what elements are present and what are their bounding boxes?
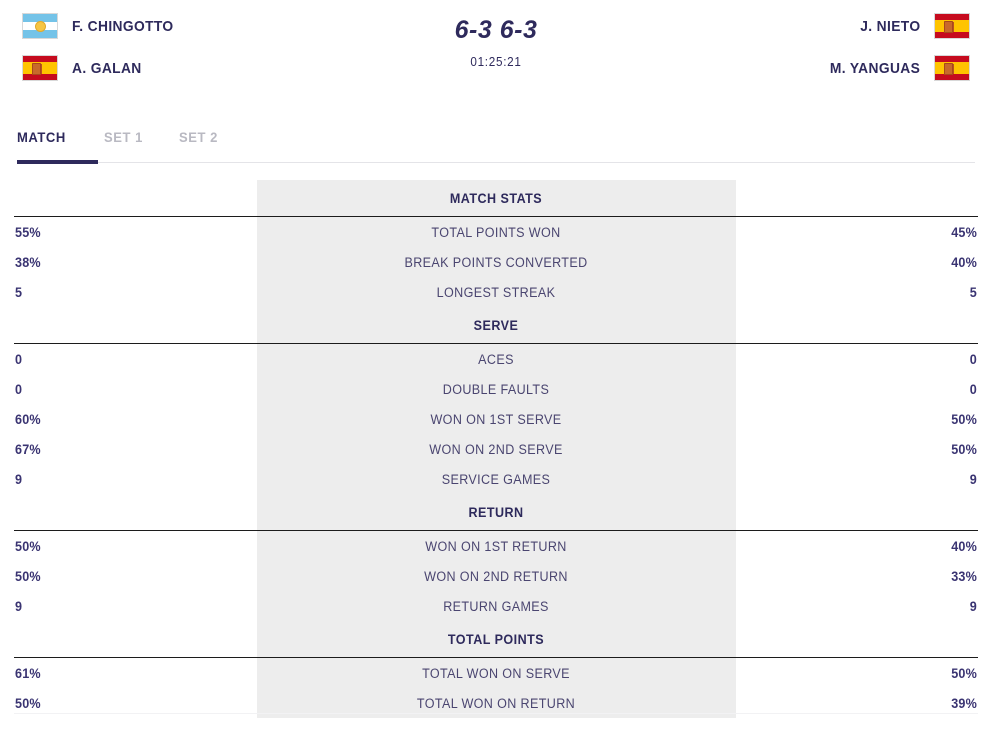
team-left: F. CHINGOTTO A. GALAN <box>22 12 182 82</box>
bottom-divider <box>14 713 978 714</box>
section-title: RETURN <box>468 504 524 520</box>
stat-value-right: 50% <box>951 665 977 681</box>
stats-section: TOTAL POINTS 61% TOTAL WON ON SERVE 50% 50% T… <box>0 621 992 718</box>
stat-value-left: 50% <box>15 538 41 554</box>
match-header: F. CHINGOTTO A. GALAN 6-3 6-3 01:25:21 J… <box>0 0 992 110</box>
stat-row: 50% WON ON 2ND RETURN 33% <box>0 561 992 591</box>
section-title: TOTAL POINTS <box>447 631 545 647</box>
section-divider <box>14 530 978 531</box>
center-column-band <box>257 180 736 718</box>
stat-label: ACES <box>478 351 514 367</box>
stat-value-right: 0 <box>969 381 977 397</box>
stat-label: TOTAL WON ON SERVE <box>422 665 570 681</box>
stat-label: WON ON 2ND RETURN <box>424 568 568 584</box>
stat-value-left: 9 <box>15 471 23 487</box>
stat-row: 5 LONGEST STREAK 5 <box>0 277 992 307</box>
stat-row: 9 RETURN GAMES 9 <box>0 591 992 621</box>
stat-value-left: 5 <box>15 284 23 300</box>
player-row: J. NIETO <box>855 12 970 40</box>
section-divider <box>14 657 978 658</box>
section-divider <box>14 216 978 217</box>
stat-value-left: 50% <box>15 568 41 584</box>
section-divider <box>14 343 978 344</box>
spain-flag-icon <box>934 55 970 81</box>
match-duration: 01:25:21 <box>470 53 522 69</box>
stat-value-right: 9 <box>969 598 977 614</box>
stat-value-right: 40% <box>951 538 977 554</box>
stat-label: RETURN GAMES <box>443 598 549 614</box>
stat-row: 38% BREAK POINTS CONVERTED 40% <box>0 247 992 277</box>
stat-value-left: 55% <box>15 224 41 240</box>
stat-value-left: 60% <box>15 411 41 427</box>
stat-row: 60% WON ON 1ST SERVE 50% <box>0 404 992 434</box>
stat-value-left: 9 <box>15 598 23 614</box>
stat-label: SERVICE GAMES <box>441 471 551 487</box>
stat-label: LONGEST STREAK <box>436 284 556 300</box>
score-block: 6-3 6-3 01:25:21 <box>0 16 992 69</box>
player-row: F. CHINGOTTO <box>22 12 182 40</box>
player-name: M. YANGUAS <box>829 59 920 77</box>
stat-value-right: 50% <box>951 411 977 427</box>
section-title: MATCH STATS <box>449 190 543 206</box>
stat-row: 67% WON ON 2ND SERVE 50% <box>0 434 992 464</box>
stat-value-right: 39% <box>951 695 977 711</box>
stat-value-left: 38% <box>15 254 41 270</box>
stat-value-right: 5 <box>969 284 977 300</box>
stat-value-left: 0 <box>15 381 23 397</box>
stat-label: WON ON 1ST RETURN <box>425 538 567 554</box>
stat-value-right: 0 <box>969 351 977 367</box>
stats-section: MATCH STATS 55% TOTAL POINTS WON 45% 38% BREA… <box>0 180 992 307</box>
stat-row: 9 SERVICE GAMES 9 <box>0 464 992 494</box>
stat-label: BREAK POINTS CONVERTED <box>404 254 588 270</box>
stat-label: TOTAL WON ON RETURN <box>416 695 576 711</box>
stat-value-right: 33% <box>951 568 977 584</box>
section-title: SERVE <box>473 317 519 333</box>
stat-value-right: 50% <box>951 441 977 457</box>
tab-set-2[interactable]: SET 2 <box>179 129 219 145</box>
player-row: M. YANGUAS <box>822 54 970 82</box>
tab-match[interactable]: MATCH <box>17 129 66 145</box>
stat-row: 0 DOUBLE FAULTS 0 <box>0 374 992 404</box>
stat-label: WON ON 1ST SERVE <box>430 411 562 427</box>
stat-value-left: 50% <box>15 695 41 711</box>
player-row: A. GALAN <box>22 54 148 82</box>
spain-flag-icon <box>934 13 970 39</box>
stat-label: DOUBLE FAULTS <box>442 381 550 397</box>
match-score: 6-3 6-3 <box>454 16 538 44</box>
stats-section: SERVE 0 ACES 0 0 DOUBLE FAULTS 0 60% WON ON 1ST … <box>0 307 992 494</box>
team-right: J. NIETO M. YANGUAS <box>822 12 970 82</box>
tab-set-1[interactable]: SET 1 <box>103 129 143 145</box>
tabs: MATCH SET 1 SET 2 <box>0 118 992 154</box>
stat-label: TOTAL POINTS WON <box>431 224 561 240</box>
player-name: J. NIETO <box>859 17 920 35</box>
argentina-flag-icon <box>22 13 58 39</box>
player-name: A. GALAN <box>72 59 142 77</box>
stat-value-right: 40% <box>951 254 977 270</box>
tabs-divider <box>17 162 975 163</box>
stat-value-right: 9 <box>969 471 977 487</box>
stat-row: 0 ACES 0 <box>0 344 992 374</box>
stat-row: 50% WON ON 1ST RETURN 40% <box>0 531 992 561</box>
stat-row: 61% TOTAL WON ON SERVE 50% <box>0 658 992 688</box>
stat-row: 55% TOTAL POINTS WON 45% <box>0 217 992 247</box>
stat-value-left: 67% <box>15 441 41 457</box>
stat-value-left: 61% <box>15 665 41 681</box>
stat-value-left: 0 <box>15 351 23 367</box>
player-name: F. CHINGOTTO <box>72 17 174 35</box>
active-tab-underline <box>17 160 98 164</box>
stats-section: RETURN 50% WON ON 1ST RETURN 40% 50% WON ON 2… <box>0 494 992 621</box>
tabs-bar: MATCH SET 1 SET 2 <box>0 118 992 166</box>
stat-row: 50% TOTAL WON ON RETURN 39% <box>0 688 992 718</box>
stats-table: MATCH STATS 55% TOTAL POINTS WON 45% 38% BREA… <box>0 180 992 718</box>
stat-label: WON ON 2ND SERVE <box>429 441 563 457</box>
stat-value-right: 45% <box>951 224 977 240</box>
spain-flag-icon <box>22 55 58 81</box>
